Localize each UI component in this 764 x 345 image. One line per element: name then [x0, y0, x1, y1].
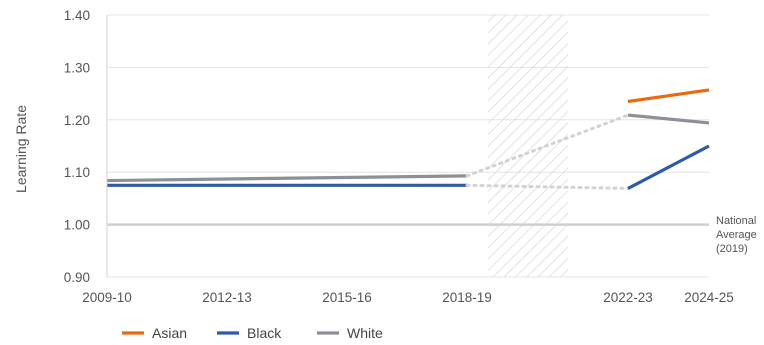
x-tick-label-5: 2024-25: [684, 290, 734, 305]
x-tick-label-4: 2022-23: [603, 290, 653, 305]
reference-label-line-2: (2019): [716, 243, 748, 255]
gap-layer: [488, 15, 568, 277]
reference-label-line-1: Average: [716, 229, 757, 241]
x-tick-label-2: 2015-16: [322, 290, 372, 305]
y-tick-label-1: 1.00: [64, 218, 90, 233]
y-tick-label-3: 1.20: [64, 113, 90, 128]
legend-label-black: Black: [247, 325, 282, 341]
y-tick-label-2: 1.10: [64, 165, 90, 180]
axis-layer: 0.90 1.00 1.10 1.20 1.30 1.40 Learning Rate 200…: [13, 8, 734, 305]
legend: Asian Black White: [122, 325, 383, 341]
legend-label-asian: Asian: [152, 325, 187, 341]
series-black-segment-2: [628, 146, 709, 188]
x-tick-label-3: 2018-19: [442, 290, 492, 305]
series-white-segment-0: [107, 176, 467, 181]
y-tick-label-5: 1.40: [64, 8, 90, 23]
reference-label-line-0: National: [716, 215, 756, 227]
legend-label-white: White: [347, 325, 383, 341]
series-asian-segment-0: [628, 90, 709, 102]
grid-layer: [107, 15, 709, 277]
y-tick-label-4: 1.30: [64, 60, 90, 75]
x-tick-label-1: 2012-13: [202, 290, 252, 305]
x-tick-label-0: 2009-10: [82, 290, 132, 305]
reference-layer: National Average (2019): [107, 215, 757, 255]
series-white-segment-2: [628, 115, 709, 123]
y-axis-label: Learning Rate: [13, 105, 29, 193]
y-tick-label-0: 0.90: [64, 270, 90, 285]
data-gap-band: [488, 15, 568, 277]
series-layer: [107, 90, 709, 189]
